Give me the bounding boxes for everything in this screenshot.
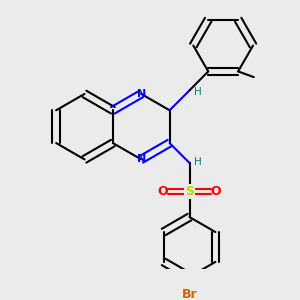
Text: H: H — [194, 157, 202, 166]
Text: O: O — [158, 185, 168, 198]
Text: S: S — [185, 185, 194, 198]
Text: O: O — [211, 185, 221, 198]
Text: H: H — [194, 87, 202, 97]
Text: Br: Br — [182, 288, 197, 300]
Text: N: N — [136, 89, 146, 99]
Text: N: N — [136, 154, 146, 164]
